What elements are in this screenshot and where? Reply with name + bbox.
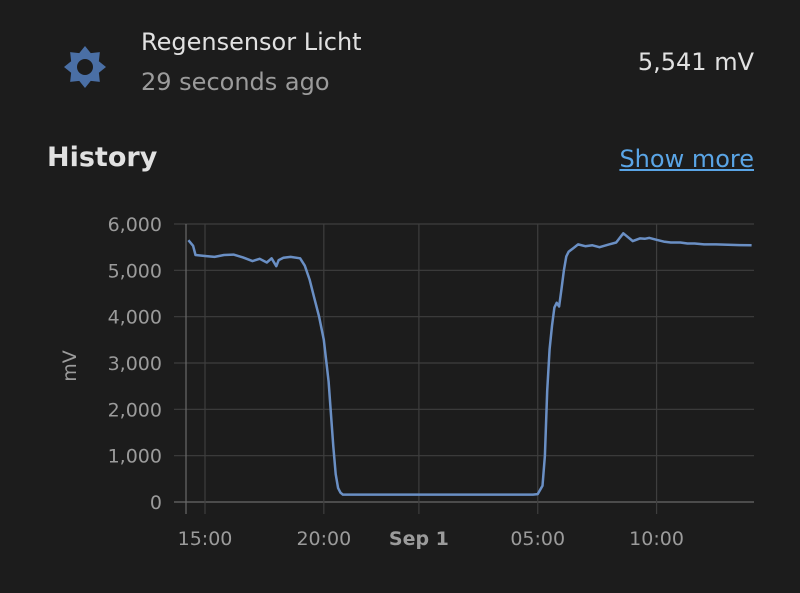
y-axis-label: mV [59, 350, 81, 382]
y-tick-label: 3,000 [108, 353, 162, 375]
series-line [187, 232, 752, 496]
y-tick-label: 6,000 [108, 214, 162, 236]
x-tick-label: 10:00 [629, 528, 684, 550]
history-title: History [47, 142, 158, 173]
y-tick-label: 4,000 [108, 307, 162, 329]
y-tick-label: 2,000 [108, 399, 162, 421]
x-tick-label: 20:00 [296, 528, 351, 550]
y-tick-label: 5,000 [108, 260, 162, 282]
entity-state: 5,541 mV [637, 48, 754, 76]
x-tick-label: Sep 1 [389, 528, 449, 550]
x-tick-label: 15:00 [178, 528, 233, 550]
y-axis: 0 1,000 2,000 3,000 4,000 5,000 6,000 [108, 214, 162, 514]
last-changed: 29 seconds ago [141, 68, 330, 96]
history-chart[interactable]: 0 1,000 2,000 3,000 4,000 5,000 6,000 15:00 20:… [0, 200, 800, 593]
entity-header: Regensensor Licht 29 seconds ago 5,541 m… [0, 0, 800, 130]
y-tick-label: 1,000 [108, 446, 162, 468]
show-more-link[interactable]: Show more [619, 145, 754, 173]
x-axis: 15:00 20:00 Sep 1 05:00 10:00 [178, 528, 684, 550]
brightness-icon [62, 44, 108, 90]
chart-grid [174, 223, 754, 514]
entity-name: Regensensor Licht [141, 28, 362, 56]
x-tick-label: 05:00 [510, 528, 565, 550]
y-tick-label: 0 [150, 492, 162, 514]
